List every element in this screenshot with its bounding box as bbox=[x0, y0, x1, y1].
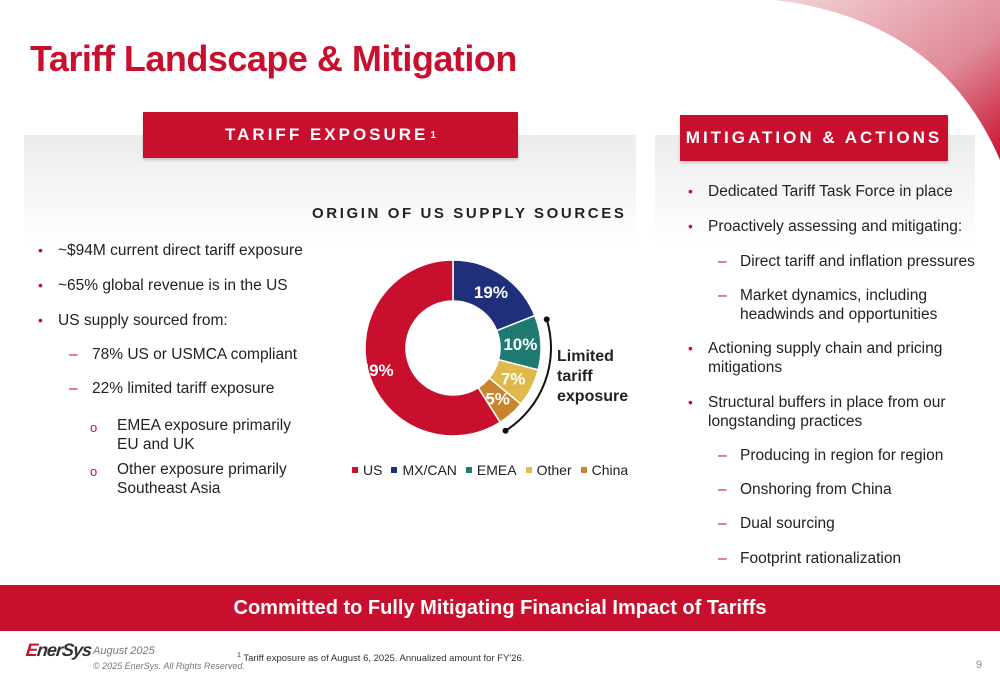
sub-list-item: Producing in region for region bbox=[740, 447, 944, 464]
sub-bullet-marker: – bbox=[69, 346, 78, 363]
legend-item: MX/CAN bbox=[391, 462, 457, 478]
legend-label: EMEA bbox=[476, 462, 517, 478]
tariff-exposure-list: • ~$94M current direct tariff exposure •… bbox=[38, 241, 328, 501]
limited-exposure-callout: Limited tariff exposure bbox=[557, 347, 628, 407]
callout-line: exposure bbox=[557, 388, 629, 405]
footnote-marker: 1 bbox=[237, 652, 241, 659]
mitigation-list: • Dedicated Tariff Task Force in place • Pr… bbox=[688, 182, 988, 582]
legend-swatch bbox=[465, 467, 472, 473]
slide-title: Tariff Landscape & Mitigation bbox=[30, 38, 517, 79]
footer-copyright: © 2025 EnerSys. All Rights Reserved. bbox=[93, 661, 245, 671]
legend-label: US bbox=[363, 462, 383, 478]
sub-sub-list-item: Other exposure primarily bbox=[117, 461, 287, 478]
list-item: ~$94M current direct tariff exposure bbox=[58, 242, 303, 259]
legend-item: China bbox=[580, 462, 629, 478]
sub-list-item: Footprint rationalization bbox=[740, 550, 902, 567]
bullet-marker: • bbox=[38, 242, 43, 258]
chart-title: ORIGIN OF US SUPPLY SOURCES bbox=[312, 205, 627, 222]
donut-slice-us bbox=[364, 259, 502, 437]
tariff-exposure-header-label: TARIFF EXPOSURE bbox=[225, 125, 429, 144]
legend-item: Other bbox=[525, 462, 572, 478]
donut-label-other: 7% bbox=[501, 370, 526, 389]
sub-bullet-marker: – bbox=[718, 550, 727, 567]
legend-swatch bbox=[580, 467, 587, 473]
bullet-marker: • bbox=[38, 277, 43, 293]
donut-label-emea: 10% bbox=[503, 335, 537, 354]
sub-sub-bullet-marker: o bbox=[90, 420, 98, 435]
legend-item: US bbox=[352, 462, 382, 478]
sub-list-item: Onshoring from China bbox=[740, 481, 892, 498]
sub-bullet-marker: – bbox=[69, 380, 78, 397]
mitigation-header: MITIGATION & ACTIONS bbox=[680, 115, 948, 161]
chart-legend: US MX/CAN EMEA Other China bbox=[352, 462, 628, 478]
sub-sub-list-item: Southeast Asia bbox=[117, 480, 221, 497]
footer-date: August 2025 bbox=[93, 645, 155, 657]
mitigation-panel bbox=[655, 135, 975, 575]
sub-sub-list-item: EMEA exposure primarily bbox=[117, 417, 292, 434]
sub-bullet-marker: – bbox=[718, 253, 727, 270]
callout-line: Limited bbox=[557, 348, 614, 365]
sub-list-item: Market dynamics, including bbox=[740, 287, 927, 304]
footnote-text: Tariff exposure as of August 6, 2025. An… bbox=[243, 653, 525, 665]
list-item: ~65% global revenue is in the US bbox=[58, 277, 288, 294]
page-number: 9 bbox=[976, 659, 983, 671]
list-item: mitigations bbox=[708, 359, 783, 376]
footnote: 1 Tariff exposure as of August 6, 2025. … bbox=[237, 652, 524, 664]
sub-list-item: 22% limited tariff exposure bbox=[92, 380, 275, 397]
callout-line: tariff bbox=[557, 368, 593, 385]
sub-sub-list-item: EU and UK bbox=[117, 436, 195, 453]
supply-origin-donut-chart: 19% 10% 7%5% 59% bbox=[360, 259, 552, 437]
header-footnote-marker: 1 bbox=[430, 129, 436, 141]
sub-list-item: Dual sourcing bbox=[740, 515, 835, 532]
list-item: longstanding practices bbox=[708, 413, 863, 430]
list-item: Dedicated Tariff Task Force in place bbox=[708, 183, 953, 200]
legend-item: EMEA bbox=[465, 462, 517, 478]
sub-list-item: headwinds and opportunities bbox=[740, 306, 938, 323]
bracket-endpoint bbox=[502, 427, 509, 434]
bullet-marker: • bbox=[688, 183, 693, 199]
tariff-exposure-header: TARIFF EXPOSURE 1 bbox=[143, 112, 518, 158]
legend-label: China bbox=[591, 462, 629, 478]
banner-text: Committed to Fully Mitigating Financial … bbox=[233, 596, 767, 619]
limited-exposure-bracket bbox=[504, 319, 552, 432]
enersys-logo: EnerSys bbox=[25, 640, 93, 660]
donut-label-us: 59% bbox=[360, 361, 394, 380]
sub-sub-bullet-marker: o bbox=[90, 464, 98, 479]
commitment-banner: Committed to Fully Mitigating Financial … bbox=[0, 585, 1000, 631]
legend-swatch bbox=[525, 467, 532, 473]
list-item: Structural buffers in place from our bbox=[708, 394, 946, 411]
legend-swatch bbox=[352, 467, 358, 473]
legend-swatch bbox=[391, 467, 398, 473]
donut-label-china: 5% bbox=[485, 390, 510, 409]
mitigation-header-label: MITIGATION & ACTIONS bbox=[685, 128, 943, 147]
list-item: US supply sourced from: bbox=[58, 312, 228, 329]
sub-list-item: Direct tariff and inflation pressures bbox=[740, 253, 975, 270]
donut-label-mxcan: 19% bbox=[474, 283, 508, 302]
bullet-marker: • bbox=[688, 218, 693, 234]
sub-bullet-marker: – bbox=[718, 287, 727, 304]
sub-bullet-marker: – bbox=[718, 447, 727, 464]
bullet-marker: • bbox=[688, 394, 693, 410]
list-item: Proactively assessing and mitigating: bbox=[708, 218, 963, 235]
list-item: Actioning supply chain and pricing bbox=[708, 340, 943, 357]
bracket-endpoint bbox=[543, 316, 550, 323]
sub-list-item: 78% US or USMCA compliant bbox=[92, 346, 298, 363]
legend-label: MX/CAN bbox=[402, 462, 457, 478]
bullet-marker: • bbox=[688, 340, 693, 356]
legend-label: Other bbox=[536, 462, 572, 478]
sub-bullet-marker: – bbox=[718, 515, 727, 532]
bullet-marker: • bbox=[38, 312, 43, 328]
sub-bullet-marker: – bbox=[718, 481, 727, 498]
